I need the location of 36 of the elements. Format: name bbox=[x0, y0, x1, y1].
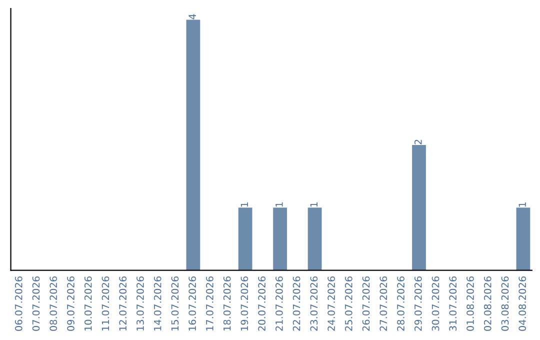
x-tick-label: 08.07.2026 bbox=[50, 276, 58, 331]
x-tick-label: 03.08.2026 bbox=[501, 276, 509, 331]
x-tick-label: 30.07.2026 bbox=[432, 276, 440, 331]
x-tick-label: 06.07.2026 bbox=[14, 276, 22, 331]
x-tick-label: 25.07.2026 bbox=[344, 276, 352, 331]
x-tick-label: 16.07.2026 bbox=[188, 276, 196, 330]
x-tick-label: 01.08.2026 bbox=[466, 276, 474, 331]
data-label: 1 bbox=[276, 202, 283, 207]
x-tick-label: 26.07.2026 bbox=[362, 276, 370, 331]
x-tick-label: 22.07.2026 bbox=[292, 276, 300, 331]
data-label: 2 bbox=[414, 140, 422, 144]
x-tick-label: 09.07.2026 bbox=[67, 276, 74, 331]
x-tick-label: 14.07.2026 bbox=[154, 276, 162, 330]
x-tick-label: 27.07.2026 bbox=[380, 276, 388, 331]
x-tick-label: 04.08.2026 bbox=[518, 276, 526, 331]
data-label: 1 bbox=[240, 202, 248, 207]
x-tick-label: 13.07.2026 bbox=[136, 276, 144, 330]
x-tick-label: 24.07.2026 bbox=[328, 276, 335, 331]
x-tick-label: 11.07.2026 bbox=[102, 276, 110, 330]
x-tick-label: 15.07.2026 bbox=[171, 276, 179, 330]
data-label: 1 bbox=[518, 202, 526, 207]
x-tick-label: 21.07.2026 bbox=[276, 276, 283, 331]
x-tick-label: 18.07.2026 bbox=[223, 276, 231, 330]
x-tick-label: 31.07.2026 bbox=[449, 276, 457, 331]
x-tick-label: 07.07.2026 bbox=[32, 276, 40, 331]
x-tick-label: 10.07.2026 bbox=[84, 276, 92, 330]
x-tick-label: 20.07.2026 bbox=[258, 276, 266, 331]
data-label: 1 bbox=[310, 202, 318, 207]
x-tick-label: 12.07.2026 bbox=[119, 276, 127, 330]
x-tick-label: 02.08.2026 bbox=[484, 276, 492, 331]
x-tick-label: 23.07.2026 bbox=[310, 276, 318, 331]
x-tick-label: 29.07.2026 bbox=[414, 276, 422, 331]
x-tick-label: 17.07.2026 bbox=[206, 276, 214, 330]
x-tick-label: 28.07.2026 bbox=[397, 276, 404, 331]
x-tick-label: 19.07.2026 bbox=[240, 276, 248, 330]
data-label: 4 bbox=[188, 14, 196, 20]
